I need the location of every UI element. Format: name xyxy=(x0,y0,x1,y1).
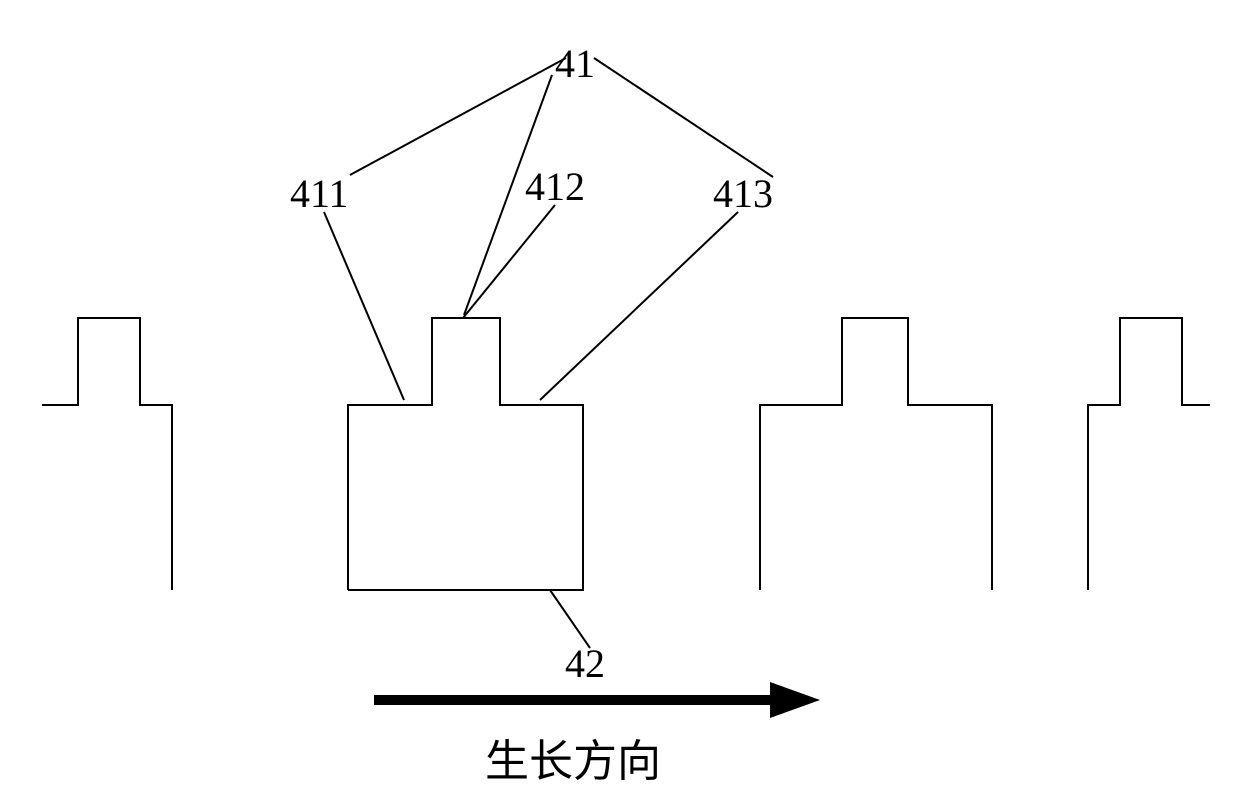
arrow-head xyxy=(770,682,820,718)
leader-line-1 xyxy=(594,58,773,177)
arrow-group xyxy=(374,682,820,718)
column-shape-2 xyxy=(760,318,992,590)
label-42: 42 xyxy=(565,640,605,687)
leader-lines-group xyxy=(324,58,773,648)
label-41: 41 xyxy=(555,40,595,87)
label-413: 413 xyxy=(713,170,773,217)
leader-line-3 xyxy=(324,212,404,400)
label-411: 411 xyxy=(290,170,349,217)
shapes-group xyxy=(42,318,1210,590)
column-shape-3 xyxy=(1088,318,1210,590)
arrow-label-growth-direction: 生长方向 xyxy=(485,725,661,789)
label-412: 412 xyxy=(525,163,585,210)
leader-line-4 xyxy=(463,205,555,318)
column-shape-1 xyxy=(348,318,583,590)
leader-line-0 xyxy=(350,58,566,175)
diagram-svg xyxy=(0,0,1239,780)
column-shape-0 xyxy=(42,318,172,590)
leader-line-5 xyxy=(540,212,738,400)
diagram-container: 41 411 412 413 42 生长方向 xyxy=(0,0,1239,780)
